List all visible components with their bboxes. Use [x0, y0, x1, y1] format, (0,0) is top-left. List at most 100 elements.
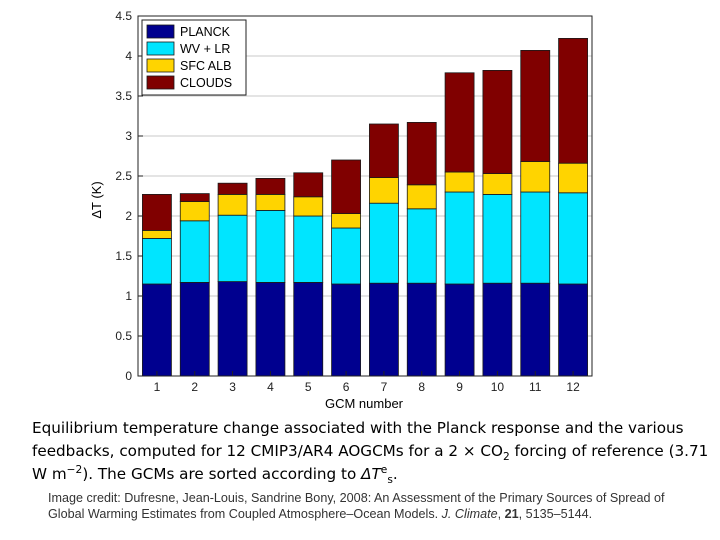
- y-tick-label: 2.5: [115, 169, 132, 183]
- bar-segment-planck: [558, 283, 588, 377]
- grid-lines: [138, 55, 592, 337]
- bar-segment-wv-lr: [444, 191, 475, 285]
- bar-segment-wv-lr: [293, 215, 324, 283]
- bar-segment-sfc-alb: [482, 173, 513, 195]
- legend-label: SFC ALB: [180, 59, 231, 73]
- co2-subscript: 2: [502, 450, 510, 464]
- caption-symbol-sup: e: [380, 462, 388, 476]
- legend-swatch: [146, 41, 175, 56]
- x-tick-label: 5: [305, 380, 312, 394]
- x-tick-label: 11: [529, 380, 542, 394]
- y-axis-ticks: 0 0.5 1 1.5 2 2.5 3 3.5 4 4.5: [115, 9, 143, 383]
- bar-segment-wv-lr: [217, 214, 248, 282]
- bar-segment-clouds: [444, 72, 475, 173]
- bar-segment-clouds: [179, 193, 210, 203]
- x-tick-label: 9: [456, 380, 463, 394]
- bar-segment-wv-lr: [520, 191, 551, 284]
- bar-segment-planck: [331, 283, 361, 377]
- bar-segment-wv-lr: [331, 227, 361, 285]
- credit-journal: J. Climate: [441, 507, 498, 521]
- plot-frame: [137, 15, 593, 377]
- y-tick-label: 0: [125, 369, 132, 383]
- x-axis-ticks: 1 2 3 4 5 6 7 8 9 10 11 12: [154, 371, 580, 394]
- legend-label: PLANCK: [180, 25, 231, 39]
- bar-segment-wv-lr: [179, 220, 210, 283]
- y-tick-label: 0.5: [115, 329, 132, 343]
- credit-text: Image credit: Dufresne, Jean-Louis, Sand…: [48, 491, 665, 521]
- bar-segment-sfc-alb: [293, 196, 324, 217]
- bar-segment-clouds: [406, 122, 437, 186]
- bar-segment-sfc-alb: [520, 161, 551, 193]
- x-tick-label: 6: [343, 380, 350, 394]
- bar-segment-planck: [369, 282, 399, 377]
- bar-segment-wv-lr: [482, 193, 513, 284]
- bar-segment-sfc-alb: [179, 201, 210, 222]
- credit-pages: , 5135–5144.: [518, 507, 593, 521]
- y-tick-label: 3: [125, 129, 132, 143]
- x-tick-label: 2: [191, 380, 198, 394]
- credit-volume: 21: [504, 507, 519, 521]
- x-tick-label: 3: [229, 380, 236, 394]
- bar-segment-clouds: [142, 193, 172, 231]
- y-tick-label: 3.5: [115, 89, 132, 103]
- bar-segment-sfc-alb: [217, 193, 248, 216]
- x-tick-label: 10: [491, 380, 505, 394]
- y-tick-label: 4.5: [115, 9, 132, 23]
- legend-swatch: [146, 24, 175, 39]
- unit-superscript: −2: [66, 462, 83, 476]
- bar-segment-sfc-alb: [406, 184, 437, 210]
- x-axis-label: GCM number: [325, 396, 404, 410]
- bar-segment-clouds: [520, 50, 551, 162]
- legend: PLANCK WV + LR SFC ALB CLOUDS: [141, 19, 247, 96]
- bar-segment-sfc-alb: [369, 177, 399, 204]
- legend-swatch: [146, 75, 175, 90]
- stacked-bar-chart: 00.511.522.533.544.5 1 2 3 4 5 6 7 8 9 10 11 12 ΔT …: [89, 9, 593, 410]
- caption-text-1: Equilibrium temperature change associate…: [32, 419, 684, 460]
- bar-segment-planck: [217, 281, 248, 377]
- legend-label: WV + LR: [180, 42, 230, 56]
- bar-segment-planck: [520, 282, 551, 377]
- bar-segment-planck: [482, 282, 513, 377]
- y-tick-label: 2: [125, 209, 132, 223]
- x-tick-label: 8: [418, 380, 425, 394]
- bar-segment-sfc-alb: [331, 213, 361, 229]
- bar-segment-clouds: [482, 70, 513, 174]
- bar-segment-planck: [179, 281, 210, 377]
- bars: [142, 38, 588, 377]
- caption-text-2: forcing of reference (3.71 W m: [32, 442, 709, 483]
- y-tick-label: 1: [125, 289, 132, 303]
- caption-text-3: ). The GCMs are sorted according to: [82, 465, 362, 483]
- x-tick-label: 7: [381, 380, 388, 394]
- bar-segment-planck: [293, 281, 324, 377]
- bar-segment-wv-lr: [369, 202, 399, 284]
- bar-segment-clouds: [331, 159, 361, 214]
- bar-segment-clouds: [293, 172, 324, 198]
- y-tick-label: 1.5: [115, 249, 132, 263]
- legend-label: CLOUDS: [180, 76, 232, 90]
- bar-segment-wv-lr: [142, 237, 172, 285]
- caption-symbol-sub: s: [387, 473, 393, 487]
- x-tick-label: 4: [267, 380, 274, 394]
- bar-segment-clouds: [558, 38, 588, 164]
- bar-segment-clouds: [255, 177, 286, 195]
- bar-segment-sfc-alb: [142, 229, 172, 239]
- bar-segment-sfc-alb: [558, 162, 588, 194]
- y-axis-label: ΔT (K): [89, 181, 104, 218]
- image-credit: Image credit: Dufresne, Jean-Louis, Sand…: [48, 490, 688, 522]
- credit-sep: ,: [497, 507, 505, 521]
- legend-swatch: [146, 58, 175, 73]
- x-tick-label: 12: [566, 380, 580, 394]
- bar-segment-wv-lr: [406, 208, 437, 284]
- bar-segment-sfc-alb: [444, 171, 475, 193]
- x-tick-label: 1: [154, 380, 161, 394]
- caption-end: .: [392, 465, 398, 483]
- bar-segment-planck: [142, 283, 172, 377]
- bar-segment-clouds: [217, 182, 248, 195]
- figure-caption: Equilibrium temperature change associate…: [32, 417, 712, 486]
- bar-segment-wv-lr: [255, 209, 286, 283]
- y-tick-label: 4: [125, 49, 132, 63]
- bar-segment-sfc-alb: [255, 193, 286, 211]
- bar-segment-wv-lr: [558, 192, 588, 285]
- bar-segment-planck: [255, 281, 286, 377]
- bar-segment-planck: [444, 283, 475, 377]
